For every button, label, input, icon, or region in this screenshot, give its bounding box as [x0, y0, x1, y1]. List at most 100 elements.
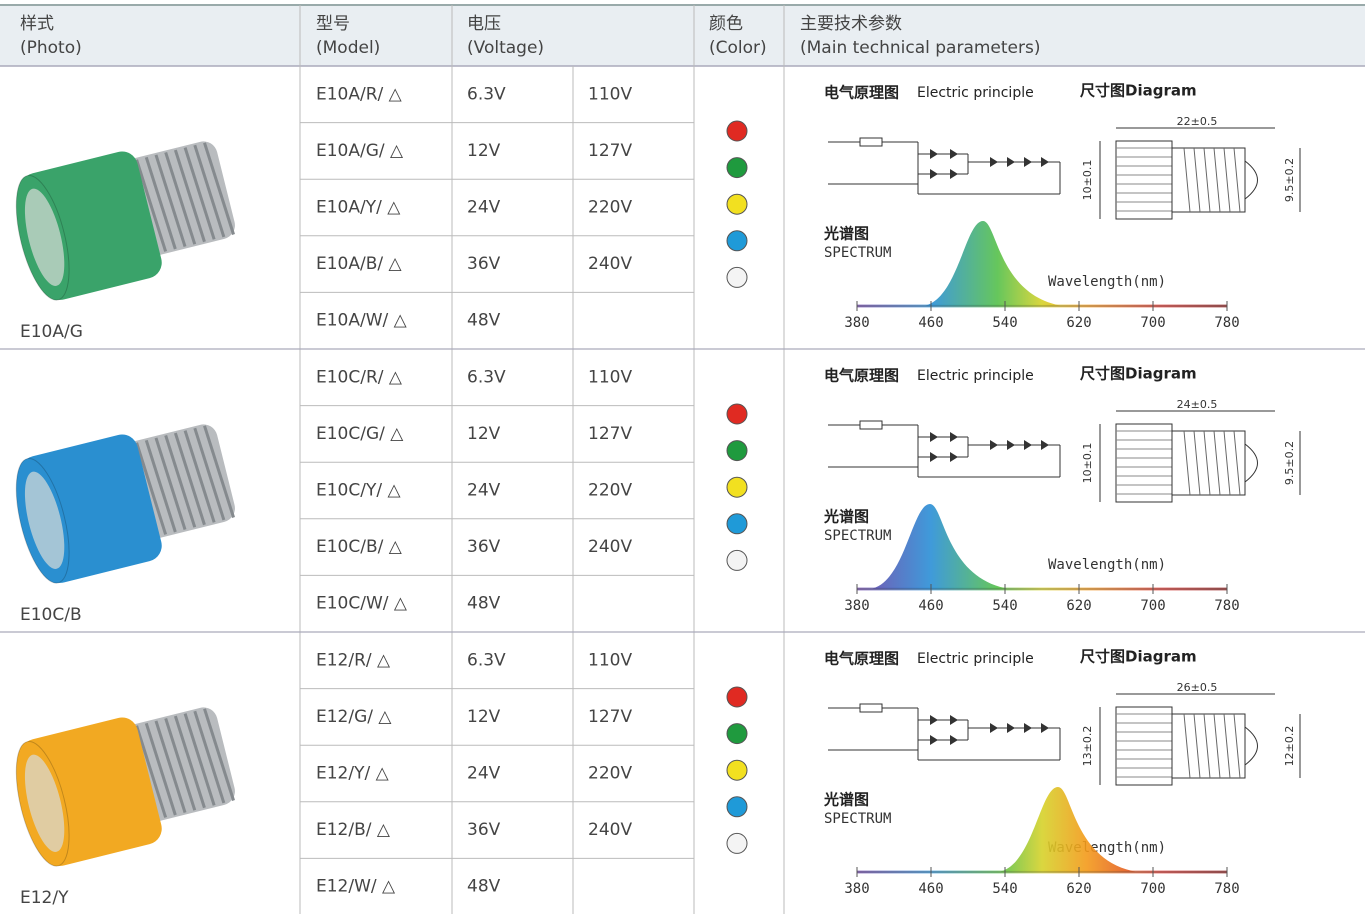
- diode: [930, 452, 938, 462]
- voltage: 240V: [588, 820, 632, 840]
- bulb-lens: [24, 471, 65, 569]
- tick-label: 380: [844, 315, 869, 331]
- tick-label: 540: [992, 598, 1017, 614]
- model: E12/B/ △: [316, 820, 391, 840]
- header-text: (Voltage): [467, 38, 544, 58]
- rule: [1223, 430, 1231, 496]
- principle-label: 电气原理图: [824, 84, 899, 102]
- voltage: 48V: [467, 877, 501, 897]
- spectrum-band: [857, 587, 1227, 591]
- principle-label: Electric principle: [917, 85, 1034, 101]
- diode: [950, 432, 958, 442]
- tick-label: 620: [1066, 881, 1091, 897]
- thread: [203, 425, 235, 518]
- bulb-lens: [24, 754, 65, 852]
- voltage: 12V: [467, 707, 501, 727]
- photo-label: E12/Y: [20, 888, 69, 908]
- model: E10A/G/ △: [316, 141, 404, 161]
- header-text: 样式: [20, 14, 54, 34]
- tick-label: 700: [1140, 881, 1165, 897]
- model: E10A/R/ △: [316, 84, 403, 104]
- bulb-lens: [24, 188, 65, 286]
- dim-head: [1115, 706, 1173, 786]
- diode: [1024, 440, 1032, 450]
- rule: [1233, 430, 1241, 496]
- tick-label: 780: [1214, 315, 1239, 331]
- diode: [930, 149, 938, 159]
- tick-label: 460: [918, 315, 943, 331]
- color-dot: [726, 266, 748, 288]
- thread: [203, 708, 235, 801]
- rule: [1193, 713, 1201, 779]
- voltage: 110V: [588, 367, 632, 387]
- diode: [990, 723, 998, 733]
- voltage: 127V: [588, 141, 632, 161]
- thread: [144, 722, 177, 816]
- spectrum-peak: [923, 221, 1063, 306]
- voltage: 36V: [467, 820, 501, 840]
- color-dot: [726, 513, 748, 535]
- model: E12/G/ △: [316, 707, 392, 727]
- spectrum-label: SPECTRUM: [824, 245, 891, 261]
- header-text: (Color): [709, 38, 767, 58]
- color-dot: [726, 759, 748, 781]
- thread: [173, 149, 206, 243]
- thread: [183, 713, 216, 806]
- diode: [1041, 157, 1049, 167]
- tick-label: 620: [1066, 315, 1091, 331]
- voltage: 6.3V: [467, 84, 506, 104]
- dim-left: 10±0.1: [1081, 160, 1094, 201]
- rule: [1233, 713, 1241, 779]
- thread: [164, 152, 197, 245]
- dim-left: 10±0.1: [1081, 443, 1094, 484]
- voltage: 240V: [588, 537, 632, 557]
- voltage: 48V: [467, 594, 501, 614]
- thread: [154, 437, 187, 531]
- header-text: 颜色: [709, 14, 743, 34]
- spectrum-label: SPECTRUM: [824, 811, 891, 827]
- diode: [990, 157, 998, 167]
- rule: [1193, 430, 1201, 496]
- spectrum-label: 光谱图: [823, 225, 869, 243]
- model: E12/W/ △: [316, 877, 396, 897]
- voltage: 220V: [588, 481, 632, 501]
- dim-thread: [1171, 147, 1258, 213]
- tick-label: 540: [992, 881, 1017, 897]
- diode: [1041, 723, 1049, 733]
- color-dot: [726, 686, 748, 708]
- tick-label: 700: [1140, 598, 1165, 614]
- color-dot: [726, 476, 748, 498]
- rule: [1213, 430, 1221, 496]
- diode: [930, 432, 938, 442]
- voltage: 12V: [467, 141, 501, 161]
- thread: [164, 435, 197, 528]
- thread: [144, 156, 177, 250]
- rule: [1183, 430, 1191, 496]
- voltage: 36V: [467, 537, 501, 557]
- rule: [1233, 147, 1241, 213]
- voltage: 48V: [467, 311, 501, 331]
- diode: [950, 735, 958, 745]
- diode: [950, 452, 958, 462]
- voltage: 6.3V: [467, 367, 506, 387]
- thread: [183, 430, 216, 523]
- diode: [1041, 440, 1049, 450]
- diode: [930, 735, 938, 745]
- thread: [173, 432, 206, 526]
- voltage: 24V: [467, 764, 501, 784]
- color-dot: [726, 440, 748, 462]
- model: E12/R/ △: [316, 650, 391, 670]
- dim-thread: [1171, 430, 1258, 496]
- header-text: (Model): [316, 38, 380, 58]
- tick-label: 380: [844, 598, 869, 614]
- thread: [164, 718, 197, 811]
- header-text: 电压: [467, 14, 501, 34]
- voltage: 36V: [467, 254, 501, 274]
- axis-label: Wavelength(nm): [1048, 557, 1166, 573]
- dim-length: 22±0.5: [1177, 115, 1218, 128]
- axis-label: Wavelength(nm): [1048, 274, 1166, 290]
- diode: [1024, 723, 1032, 733]
- color-dot: [726, 832, 748, 854]
- spectrum-label: 光谱图: [823, 508, 869, 526]
